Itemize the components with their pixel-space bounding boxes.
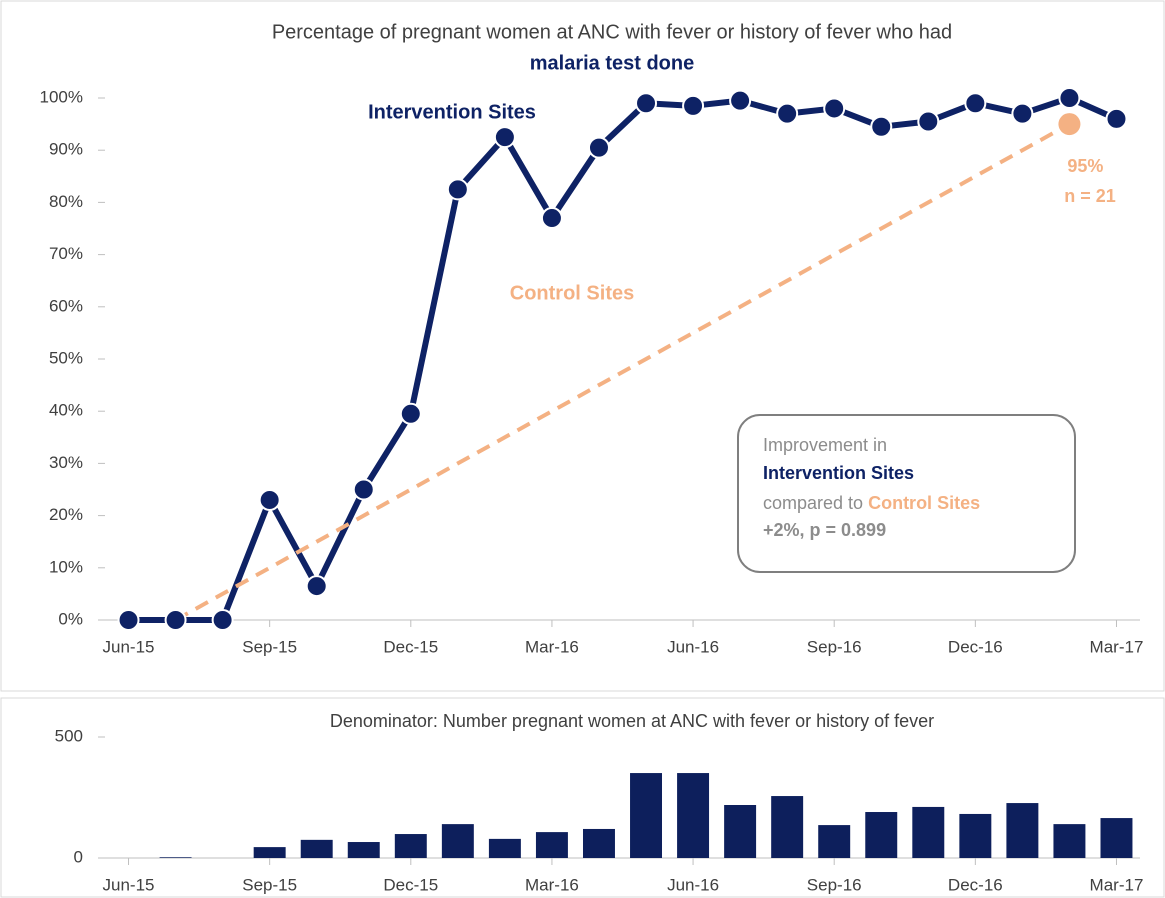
bar — [677, 773, 710, 858]
bar — [347, 842, 380, 858]
y-tick-label: 90% — [49, 140, 83, 159]
series-label: Intervention Sites — [368, 101, 536, 123]
point — [399, 402, 422, 425]
chart-title: Denominator: Number pregnant women at AN… — [330, 711, 934, 731]
point — [258, 488, 281, 511]
point — [211, 609, 234, 631]
x-tick-label: Jun-16 — [667, 637, 719, 656]
x-tick-label: Mar-17 — [1090, 875, 1144, 894]
x-tick-label: Jun-15 — [103, 637, 155, 656]
bar — [253, 847, 286, 858]
y-tick-label: 0% — [58, 609, 83, 628]
point — [540, 207, 563, 230]
box-text: compared to Control Sites — [763, 493, 980, 513]
x-tick-label: Sep-16 — [807, 637, 862, 656]
x-tick-label: Dec-16 — [948, 875, 1003, 894]
y-tick-label: 100% — [40, 87, 83, 106]
x-tick-label: Sep-15 — [242, 875, 297, 894]
point — [1105, 107, 1128, 130]
bar — [912, 806, 945, 858]
y-tick-label: 50% — [49, 348, 83, 367]
series-label: Control Sites — [510, 282, 634, 304]
point — [117, 609, 140, 631]
bar — [535, 832, 568, 858]
bar — [865, 812, 898, 858]
x-tick-label: Sep-16 — [807, 875, 862, 894]
x-tick-label: Mar-16 — [525, 875, 579, 894]
point — [164, 609, 187, 631]
x-tick-label: Jun-15 — [103, 875, 155, 894]
point — [493, 126, 516, 149]
bar — [441, 824, 474, 858]
point — [635, 92, 658, 115]
chart-subtitle: malaria test done — [530, 52, 695, 74]
panel-border — [0, 697, 1165, 898]
x-tick-label: Dec-15 — [383, 637, 438, 656]
y-tick-label: 80% — [49, 192, 83, 211]
x-tick-label: Dec-16 — [948, 637, 1003, 656]
bar — [1053, 824, 1086, 858]
y-tick-label: 10% — [49, 557, 83, 576]
point — [305, 575, 328, 598]
series-line — [174, 122, 1071, 622]
bar — [724, 805, 757, 858]
point — [1011, 102, 1034, 125]
bar — [818, 825, 851, 858]
bar — [159, 857, 192, 858]
y-tick-label: 500 — [55, 726, 83, 745]
annotation-box — [737, 414, 1076, 573]
point — [870, 115, 893, 138]
point — [729, 89, 752, 112]
x-tick-label: Mar-17 — [1090, 637, 1144, 656]
point — [587, 136, 610, 159]
x-tick-label: Sep-15 — [242, 637, 297, 656]
point — [917, 110, 940, 133]
series-line — [128, 95, 1118, 623]
point — [1058, 87, 1081, 109]
box-text: +2%, p = 0.899 — [763, 520, 886, 540]
x-tick-label: Mar-16 — [525, 637, 579, 656]
annotation: n = 21 — [1064, 186, 1116, 206]
y-tick-label: 0 — [74, 847, 83, 866]
bar — [1100, 818, 1133, 858]
box-text: compared to — [763, 493, 863, 513]
panel-border — [0, 0, 1165, 692]
box-text: Improvement in — [763, 435, 887, 455]
chart-title: Percentage of pregnant women at ANC with… — [272, 21, 952, 43]
point — [352, 478, 375, 501]
bar — [300, 839, 333, 858]
bar — [488, 838, 521, 858]
bar — [630, 773, 663, 858]
bar — [959, 813, 992, 858]
data-label: 95% — [1067, 156, 1103, 176]
point — [682, 94, 705, 117]
bar — [394, 834, 427, 858]
y-tick-label: 20% — [49, 505, 83, 524]
box-text: Control Sites — [868, 493, 980, 513]
y-tick-label: 70% — [49, 244, 83, 263]
point — [446, 178, 469, 201]
y-tick-label: 60% — [49, 296, 83, 315]
point — [1058, 113, 1081, 136]
point — [823, 97, 846, 120]
box-text: Intervention Sites — [763, 463, 914, 483]
bar — [582, 828, 615, 858]
bar — [1006, 803, 1039, 858]
point — [964, 92, 987, 115]
y-tick-label: 30% — [49, 453, 83, 472]
x-tick-label: Dec-15 — [383, 875, 438, 894]
point — [776, 102, 799, 125]
x-tick-label: Jun-16 — [667, 875, 719, 894]
y-tick-label: 40% — [49, 401, 83, 420]
bar — [771, 796, 804, 858]
